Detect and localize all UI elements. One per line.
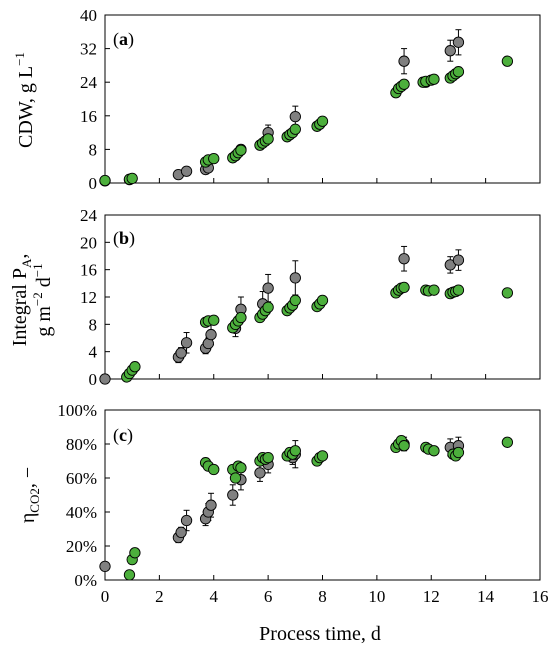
panel-b-point-green [208, 314, 220, 326]
panel-b-point-green [501, 287, 514, 299]
panel-a-point-green [208, 152, 220, 165]
panel-c-point-green [208, 463, 220, 476]
panel-b-point-grey [205, 328, 217, 341]
x-axis-tick-label: 14 [477, 587, 495, 606]
panel-b-ylabel-line2: g m−2 d−1 [30, 263, 55, 336]
panel-a-ytick-label: 16 [80, 107, 97, 126]
panel-b-ytick-label: 0 [89, 370, 98, 389]
panel-b-ytick-label: 16 [80, 261, 97, 280]
panel-c-frame [104, 409, 541, 581]
panel-c-ytick-label: 100% [57, 401, 97, 420]
panel-a-point-green [452, 66, 465, 78]
panel-a-point-grey [289, 110, 301, 123]
panel-a-ytick-label: 24 [80, 73, 98, 92]
panel-a-frame [104, 14, 541, 184]
panel-a-marks: 0 8 16 24 32 40 [80, 6, 541, 193]
panel-a-ytick-label: 40 [80, 6, 97, 25]
panel-a-point-green [398, 78, 410, 90]
panel-b-point-grey [175, 347, 187, 359]
x-axis-tick-label: 4 [210, 587, 219, 606]
panel-a-point-green [501, 55, 514, 67]
panel-c-point-green [289, 445, 301, 457]
panel-c-point-grey [99, 560, 111, 573]
x-axis-label: Process time, d [259, 623, 381, 645]
panel-c-ytick-label: 80% [66, 435, 97, 454]
x-axis-tick-label: 12 [423, 587, 440, 606]
panel-c-ytick-label: 20% [66, 537, 97, 556]
panel-c-marks: 0% 20% 40% 60% 80% 100% [57, 401, 541, 590]
panel-b: (b) Integral PA, g m−2 d−1 0 4 8 12 16 20 24 [9, 206, 541, 389]
panel-b-ylabel-line1: Integral PA, [9, 254, 34, 347]
panel-c: (c) ηCO2, − 0% 20% 40% 60% 80% 100% 0 2 4 6 8 10 12… [17, 401, 549, 645]
panel-a-point-green [126, 172, 138, 185]
panel-c-point-grey [175, 526, 187, 539]
panel-b-ytick-label: 20 [80, 233, 97, 252]
panel-c-point-grey [205, 499, 217, 511]
panel-c-point-green [229, 472, 242, 484]
panel-c-point-green [398, 440, 410, 452]
panel-c-point-green [316, 450, 329, 462]
panel-a-ytick-label: 8 [89, 140, 98, 159]
panel-b-point-green [235, 311, 247, 324]
panel-a-point-green [316, 115, 329, 127]
panel-a-point-grey [398, 55, 410, 67]
panel-b-point-green [129, 361, 141, 373]
panel-b-ytick-label: 24 [80, 206, 98, 225]
panel-b-marks: 0 4 8 12 16 20 24 [80, 206, 541, 389]
panel-a-point-green [235, 144, 247, 156]
x-axis-ticks: 0 2 4 6 8 10 12 14 16 [101, 587, 549, 606]
panel-a: (a) CDW, g L−1 0 8 16 24 32 40 [12, 6, 541, 193]
panel-b-ytick-label: 8 [89, 315, 98, 334]
panel-a-point-grey [452, 36, 465, 48]
panel-c-point-green [428, 445, 440, 457]
panel-b-point-green [398, 281, 410, 294]
panel-b-point-grey [262, 282, 274, 294]
panel-b-point-green [262, 301, 274, 313]
x-axis-tick-label: 2 [155, 587, 164, 606]
panel-b-point-grey [180, 337, 193, 349]
panel-b-point-grey [289, 272, 301, 284]
panel-c-ylabel: ηCO2, − [17, 467, 42, 523]
panel-b-point-green [452, 284, 465, 296]
panel-c-point-green [123, 569, 136, 581]
panel-c-point-green [452, 446, 465, 459]
panel-c-point-green [129, 547, 141, 559]
panel-b-point-green [428, 284, 440, 296]
panel-a-ytick-label: 0 [89, 174, 98, 193]
panel-c-point-grey [254, 467, 266, 479]
panel-c-ytick-label: 40% [66, 503, 97, 522]
panel-a-ytick-label: 32 [80, 40, 97, 59]
panel-a-label: (a) [113, 29, 134, 50]
panel-a-point-green [428, 73, 440, 85]
panel-b-point-grey [99, 373, 111, 385]
panel-c-label: (c) [113, 425, 133, 446]
panel-a-point-green [289, 123, 301, 135]
panel-a-point-green [99, 174, 111, 187]
x-axis-tick-label: 0 [101, 587, 110, 606]
x-axis-tick-label: 6 [264, 587, 273, 606]
panel-a-point-grey [180, 165, 193, 177]
panel-c-point-grey [180, 514, 193, 527]
panel-b-ytick-label: 12 [80, 288, 97, 307]
panel-c-ytick-label: 0% [74, 571, 97, 590]
panel-b-point-green [316, 294, 329, 307]
panel-a-ylabel: CDW, g L−1 [12, 52, 37, 148]
panel-a-point-green [262, 133, 274, 145]
x-axis-tick-label: 16 [532, 587, 549, 606]
panel-b-point-grey [398, 253, 410, 265]
panel-b-ytick-label: 4 [89, 343, 98, 362]
x-axis-tick-label: 10 [368, 587, 385, 606]
panel-b-point-green [289, 294, 301, 307]
panel-c-point-green [262, 451, 274, 464]
panel-c-point-green [235, 462, 247, 474]
panel-a-point-grey [444, 45, 456, 57]
panel-c-point-green [501, 436, 514, 448]
x-axis-tick-label: 8 [318, 587, 327, 606]
panel-c-ytick-label: 60% [66, 469, 97, 488]
panel-c-point-grey [227, 489, 239, 501]
panel-b-label: (b) [113, 228, 135, 249]
panel-b-point-grey [452, 254, 465, 266]
